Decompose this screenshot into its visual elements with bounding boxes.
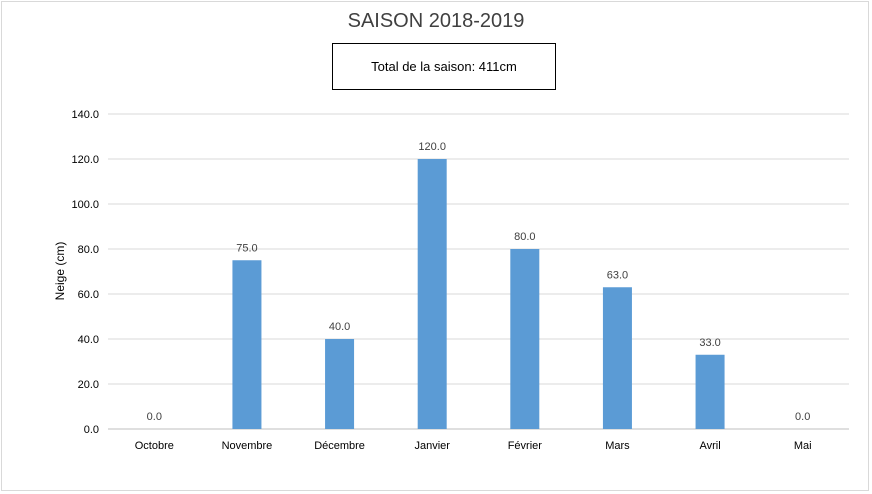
x-axis-ticks: Octobre Novembre Décembre Janvier Février Mar… xyxy=(135,440,812,452)
x-tick-label: Avril xyxy=(699,440,720,452)
x-tick-label: Mars xyxy=(605,440,630,452)
x-tick-label: Mai xyxy=(794,440,812,452)
data-label: 80.0 xyxy=(514,231,535,243)
y-tick-label: 60.0 xyxy=(78,289,99,301)
y-tick-label: 80.0 xyxy=(78,244,99,256)
x-tick-label: Février xyxy=(508,440,543,452)
data-label: 40.0 xyxy=(329,321,350,333)
data-labels: 0.0 75.0 40.0 120.0 80.0 63.0 33.0 0.0 xyxy=(147,141,811,423)
data-label: 0.0 xyxy=(147,411,162,423)
x-tick-label: Décembre xyxy=(314,440,365,452)
bar-janvier xyxy=(417,159,447,429)
season-total-box: Total de la saison: 411cm xyxy=(332,43,556,90)
y-axis-label: Neige (cm) xyxy=(53,242,67,301)
y-tick-label: 0.0 xyxy=(84,424,99,436)
y-axis-ticks: 0.0 20.0 40.0 60.0 80.0 100.0 120.0 140.0 xyxy=(71,109,99,436)
bar-décembre xyxy=(325,339,355,429)
x-tick-label: Novembre xyxy=(222,440,273,452)
x-tick-label: Octobre xyxy=(135,440,174,452)
data-label: 75.0 xyxy=(236,242,257,254)
data-label: 0.0 xyxy=(795,411,810,423)
data-label: 33.0 xyxy=(699,337,720,349)
y-tick-label: 20.0 xyxy=(78,379,99,391)
y-tick-label: 100.0 xyxy=(71,199,99,211)
y-tick-label: 120.0 xyxy=(71,154,99,166)
bar-novembre xyxy=(232,260,262,429)
data-label: 120.0 xyxy=(418,141,446,153)
x-tick-label: Janvier xyxy=(414,440,450,452)
bar-avril xyxy=(695,354,725,429)
y-tick-label: 140.0 xyxy=(71,109,99,121)
y-tick-label: 40.0 xyxy=(78,334,99,346)
data-label: 63.0 xyxy=(607,269,628,281)
bar-février xyxy=(510,249,540,429)
bars xyxy=(232,159,725,429)
bar-mars xyxy=(602,287,632,429)
chart-title: SAISON 2018-2019 xyxy=(347,10,525,32)
season-total-text: Total de la saison: 411cm xyxy=(371,59,517,74)
gridlines xyxy=(108,113,849,430)
